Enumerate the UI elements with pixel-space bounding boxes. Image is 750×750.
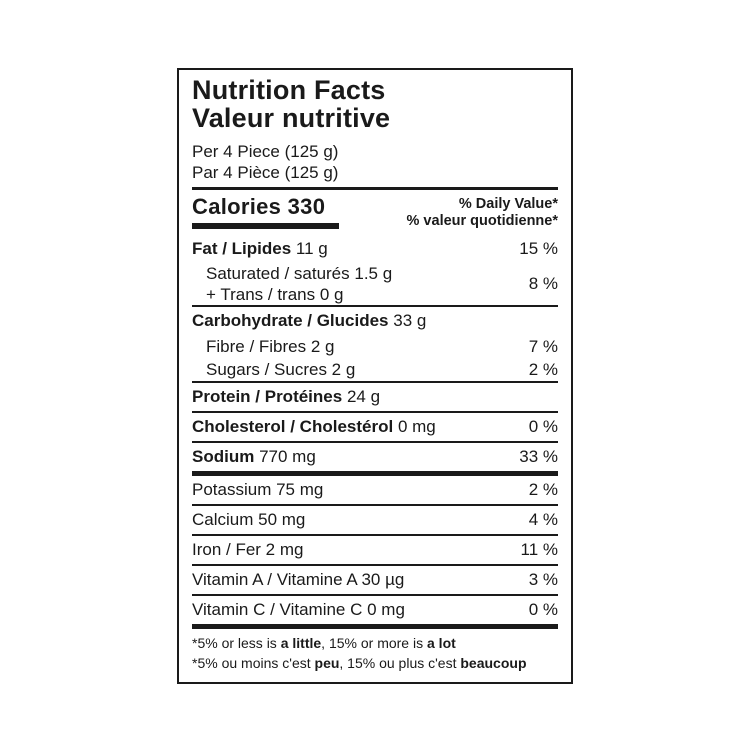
nutrient-dv: 7 % [528,336,558,356]
nutrient-name-group: Protein / Protéines 24 g [192,386,380,407]
nutrient-dv: 8 % [528,274,558,293]
separator [192,304,558,307]
footnote-bold-text: a little [280,634,322,651]
footnote-bold-text: beaucoup [460,654,527,671]
label-title-french: Valeur nutritive [192,103,391,133]
footnote-text: *5% ou moins c'est [192,654,315,671]
nutrient-name: Potassium 75 mg [192,480,324,499]
nutrient-name: Carbohydrate / Glucides [192,311,389,330]
nutrient-dv: 2 % [528,359,558,379]
nutrient-name: Vitamin A / Vitamine A 30 µg [192,570,405,589]
separator [192,380,558,383]
nutrient-row-iron: Iron / Fer 2 mg 11 % [192,536,558,564]
nutrient-dv: 0 % [528,600,558,619]
footnote-french: *5% ou moins c'est peu, 15% ou plus c'es… [192,653,558,673]
nutrient-row-sodium: Sodium 770 mg 33 % [192,443,558,471]
nutrient-amount: 770 mg [259,447,316,466]
nutrient-row-vitamin-c: Vitamin C / Vitamine C 0 mg 0 % [192,596,558,624]
nutrient-row-cholesterol: Cholesterol / Cholestérol 0 mg 0 % [192,413,558,441]
nutrient-row-vitamin-a: Vitamin A / Vitamine A 30 µg 3 % [192,566,558,594]
separator [192,593,558,596]
nutrient-dv: 11 % [520,540,559,559]
nutrition-facts-label: Nutrition Facts Valeur nutritive Per 4 P… [177,68,573,684]
nutrient-amount: 33 g [393,311,427,330]
nutrient-name: Sugars / Sucres 2 g [206,359,356,379]
footnote-text: , 15% or more is [321,634,427,651]
footnote-text: *5% or less is [192,634,281,651]
saturated-fat-line: Saturated / saturés 1.5 g [206,263,393,283]
nutrient-name-group: Sodium 770 mg [192,446,316,467]
nutrient-name: Protein / Protéines [192,387,343,406]
nutrient-dv: 2 % [528,480,558,499]
nutrient-row-fibre: Fibre / Fibres 2 g 7 % [192,335,558,358]
header-separator [192,187,558,190]
nutrient-dv: 4 % [528,510,558,529]
nutrient-row-protein: Protein / Protéines 24 g [192,383,558,411]
nutrient-name-group: Cholesterol / Cholestérol 0 mg [192,416,436,437]
nutrient-name: Vitamin C / Vitamine C 0 mg [192,600,405,619]
nutrient-row-calcium: Calcium 50 mg 4 % [192,506,558,534]
nutrient-amount: 24 g [346,387,381,406]
nutrient-name: Calcium 50 mg [192,510,306,529]
daily-value-header: % Daily Value* % valeur quotidienne* [407,195,558,230]
nutrient-name: Sodium [192,447,255,466]
daily-value-header-english: % Daily Value* [458,196,558,212]
separator [192,410,558,413]
nutrient-row-potassium: Potassium 75 mg 2 % [192,476,558,504]
thick-separator [192,623,558,629]
nutrient-row-fat: Fat / Lipides 11 g 15 % [192,230,558,263]
nutrient-row-carbohydrate: Carbohydrate / Glucides 33 g [192,307,558,335]
calories-value: Calories 330 [192,194,326,219]
nutrient-row-sugars: Sugars / Sucres 2 g 2 % [192,358,558,381]
separator [192,533,558,536]
nutrient-name-group: Fat / Lipides 11 g [192,238,328,259]
nutrient-row-saturated-trans: Saturated / saturés 1.5 g + Trans / tran… [192,263,558,305]
footnote-english: *5% or less is a little, 15% or more is … [192,633,558,653]
separator [192,503,558,506]
nutrient-name: Cholesterol / Cholestérol [192,417,394,436]
nutrient-dv: 0 % [528,417,558,436]
nutrient-dv: 15 % [519,239,558,258]
nutrient-amount: 11 g [295,239,328,258]
footnote-bold-text: peu [314,654,340,671]
footnote-bold-text: a lot [427,634,456,651]
daily-value-header-french: % valeur quotidienne* [406,213,558,229]
thick-separator [192,470,558,476]
nutrient-name-group: Saturated / saturés 1.5 g + Trans / tran… [192,263,392,305]
nutrient-amount: 0 mg [397,417,436,436]
serving-size-french: Par 4 Pièce (125 g) [192,163,339,182]
nutrient-name: Fat / Lipides [192,239,292,258]
label-title-english: Nutrition Facts [192,75,386,105]
serving-size-english: Per 4 Piece (125 g) [192,142,339,161]
nutrient-name: Iron / Fer 2 mg [192,540,304,559]
separator [192,440,558,443]
footnote-text: , 15% ou plus c'est [339,654,461,671]
calories-group: Calories 330 [192,195,339,230]
calories-underline-bar [192,223,339,229]
trans-fat-line: + Trans / trans 0 g [206,284,344,304]
nutrient-name-group: Carbohydrate / Glucides 33 g [192,310,426,331]
nutrient-dv: 33 % [519,447,558,466]
calories-section: Calories 330 % Daily Value* % valeur quo… [192,190,558,230]
separator [192,563,558,566]
nutrient-dv: 3 % [528,570,558,589]
nutrient-name: Fibre / Fibres 2 g [206,336,335,356]
